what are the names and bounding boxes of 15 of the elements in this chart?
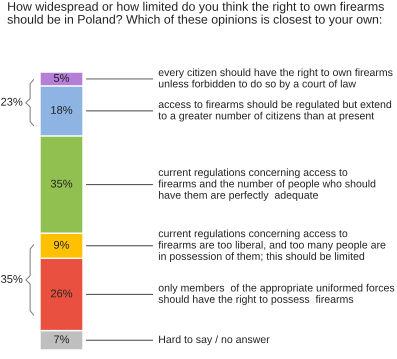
text: 35%	[0, 275, 22, 283]
text: current regulations concerning access to firearms and the number of people who should have them are perfectly adequate	[158, 168, 376, 201]
text: access to firearms should be regulated but extend to a greater number of citizens than at present	[158, 100, 392, 122]
data-label: 9%	[54, 240, 70, 249]
text: 23%	[1, 98, 22, 106]
text: every citizen should have the right to own firearms unless forbidden to do so by a court of law	[158, 68, 393, 90]
text: current regulations concerning access to firearms are too liberal, and too many people are in possession of them; this should be limited	[158, 229, 386, 262]
data-label: 26%	[50, 290, 72, 298]
text: only members of the appropriate uniformed forces should have the right to possess firearms	[158, 284, 394, 306]
data-label: 7%	[54, 335, 70, 344]
data-label: 18%	[51, 106, 72, 114]
data-label: 5%	[54, 74, 70, 82]
data-label: 35%	[50, 180, 72, 188]
text: Hard to say / no answer	[159, 335, 270, 346]
text: How widespread or how limited do you think the right to own firearms should be in Poland? Which of these opinions is closest to your own:	[7, 2, 384, 26]
